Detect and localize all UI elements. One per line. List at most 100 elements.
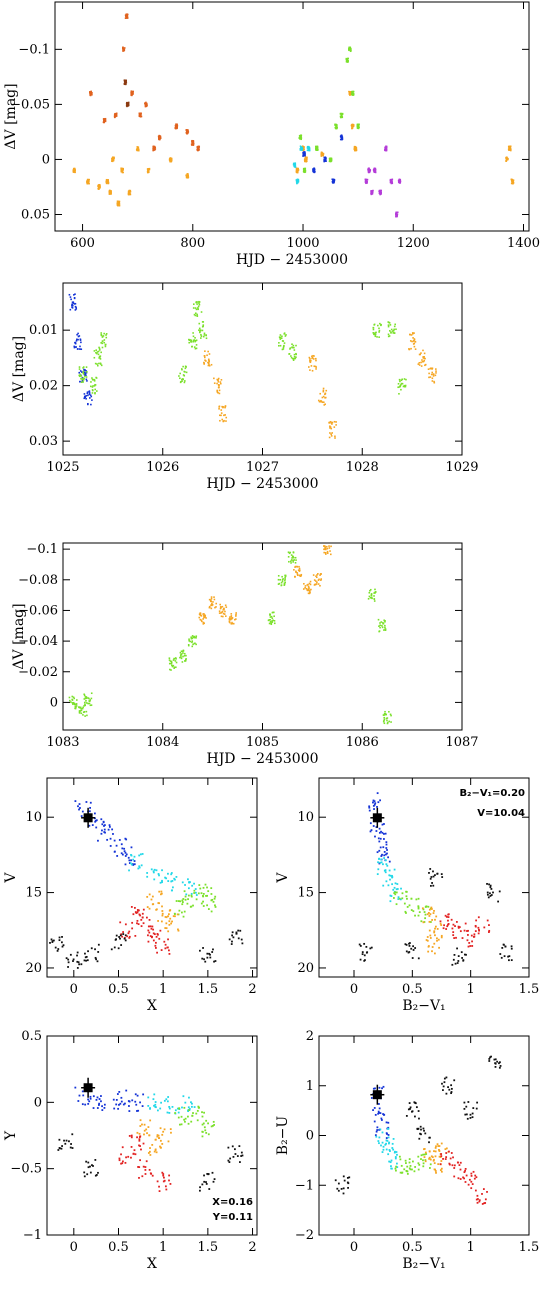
data-point	[414, 348, 417, 350]
data-point	[428, 1156, 431, 1159]
data-point	[111, 157, 114, 160]
data-point	[383, 832, 385, 835]
data-point	[269, 619, 271, 621]
data-point	[97, 350, 100, 353]
data-point	[96, 364, 99, 367]
data-point	[471, 1116, 474, 1119]
data-point	[512, 182, 514, 185]
data-point	[193, 1106, 196, 1108]
data-point	[131, 1099, 134, 1102]
data-point	[197, 149, 200, 151]
data-point	[185, 366, 187, 368]
data-point	[447, 919, 449, 922]
data-point	[423, 1148, 426, 1150]
data-point	[183, 1106, 186, 1109]
data-point	[306, 156, 308, 159]
data-point	[373, 800, 376, 803]
data-point	[306, 160, 308, 162]
data-point	[108, 191, 111, 193]
data-point	[317, 579, 320, 581]
data-point	[319, 584, 321, 587]
data-point	[195, 347, 198, 350]
data-point	[85, 374, 87, 377]
data-point	[434, 1147, 437, 1149]
data-point	[90, 403, 92, 406]
data-point	[418, 911, 421, 914]
data-point	[466, 930, 468, 932]
data-point	[334, 435, 336, 438]
target-marker	[372, 813, 382, 823]
data-point	[445, 1156, 448, 1158]
data-point	[151, 895, 154, 898]
data-point	[411, 340, 413, 343]
data-point	[378, 831, 381, 834]
data-point	[231, 617, 234, 619]
data-point	[124, 934, 127, 937]
data-point	[195, 643, 197, 646]
data-point	[74, 293, 76, 295]
data-point	[178, 1107, 180, 1110]
data-point	[157, 902, 160, 904]
data-point	[428, 1141, 430, 1144]
data-point	[187, 644, 190, 647]
data-point	[138, 114, 141, 117]
data-point	[293, 346, 295, 349]
data-point	[225, 615, 227, 617]
data-point	[409, 1165, 412, 1167]
data-point	[129, 189, 132, 192]
data-point	[130, 1156, 132, 1159]
data-point	[204, 960, 207, 963]
data-point	[106, 838, 109, 841]
data-point	[74, 309, 77, 311]
data-point	[434, 927, 436, 930]
data-point	[421, 360, 424, 363]
data-point	[153, 1093, 156, 1096]
data-point	[419, 1132, 421, 1135]
data-point	[231, 621, 233, 624]
data-point	[129, 193, 132, 196]
data-point	[152, 932, 155, 935]
data-point	[69, 296, 72, 298]
data-point	[203, 1180, 206, 1183]
data-point	[168, 657, 171, 659]
data-point	[88, 393, 91, 396]
data-point	[85, 371, 88, 374]
data-point	[423, 1129, 425, 1132]
annotation-text: B₂−V₁=0.20	[459, 788, 525, 799]
data-point	[282, 346, 285, 349]
data-point	[278, 344, 280, 347]
data-point	[429, 877, 432, 880]
data-point	[405, 912, 407, 914]
data-point	[101, 342, 104, 345]
data-point	[325, 157, 327, 159]
data-point	[124, 17, 127, 20]
data-point	[371, 193, 374, 195]
data-point	[297, 179, 299, 182]
series-1	[68, 551, 392, 725]
plot-frame	[62, 542, 463, 731]
data-point	[172, 664, 175, 667]
data-point	[221, 418, 224, 421]
data-point	[74, 705, 77, 707]
data-point	[447, 913, 450, 916]
data-point	[116, 200, 119, 203]
data-point	[152, 1098, 155, 1101]
data-point	[290, 559, 293, 561]
data-point	[389, 878, 391, 881]
data-point	[295, 180, 298, 182]
data-point	[379, 622, 381, 624]
data-point	[115, 1103, 118, 1106]
data-point	[211, 898, 214, 901]
data-point	[147, 1152, 150, 1154]
data-point	[108, 193, 111, 195]
data-point	[69, 953, 72, 956]
data-point	[340, 112, 343, 115]
data-point	[322, 154, 324, 157]
data-point	[323, 545, 325, 547]
data-point	[130, 854, 133, 857]
data-point	[100, 364, 103, 367]
data-point	[438, 1155, 441, 1158]
data-point	[443, 1081, 446, 1084]
data-point	[210, 604, 212, 606]
data-point	[146, 171, 149, 173]
